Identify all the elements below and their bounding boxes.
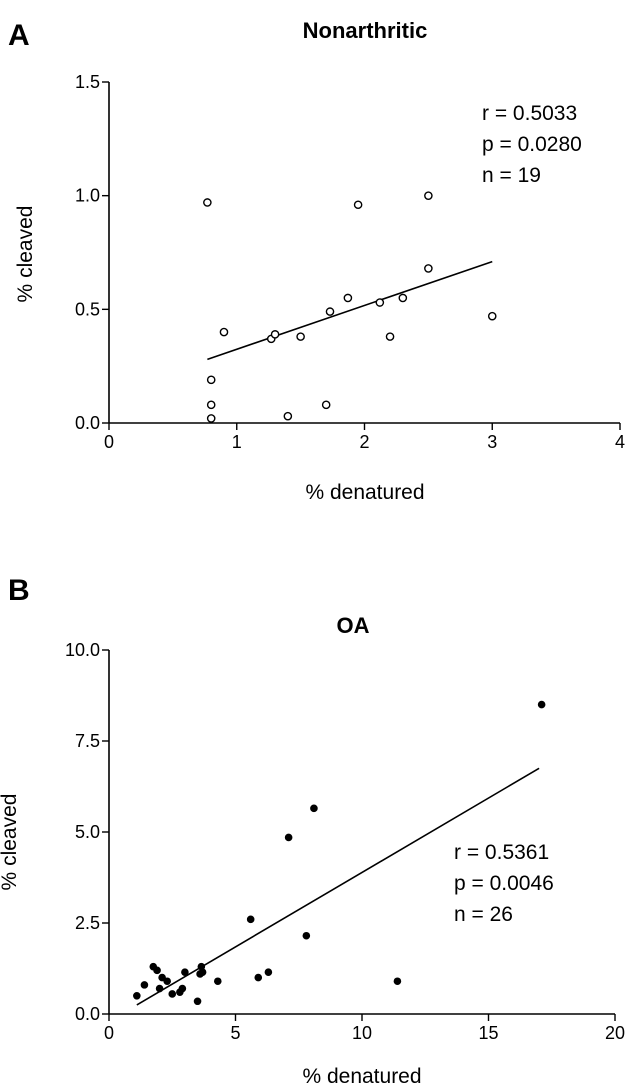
y-tick-label: 1.0	[75, 186, 100, 206]
x-tick-label: 2	[359, 432, 369, 452]
data-point	[270, 330, 280, 339]
x-tick-label: 3	[487, 432, 497, 452]
x-tick-label: 4	[615, 432, 625, 452]
data-point	[193, 997, 202, 1006]
y-tick-label: 7.5	[75, 731, 100, 751]
data-point	[163, 977, 171, 986]
data-point	[302, 931, 311, 940]
x-tick-label: 15	[478, 1023, 498, 1043]
data-point	[158, 973, 166, 982]
data-point	[168, 990, 177, 998]
panel-b-plot: 0 5 10 15 20 0.0 2.5 5.0 7.5 10.0	[65, 640, 625, 1043]
data-point	[206, 375, 216, 385]
panel-b-ylabel: % cleaved	[0, 794, 21, 891]
y-tick-label: 0.5	[75, 299, 100, 319]
data-point	[375, 298, 385, 307]
data-point	[140, 981, 149, 989]
data-point	[181, 968, 189, 976]
y-tick-label: 0.0	[75, 413, 100, 433]
panel-a-xlabel: % denatured	[305, 481, 424, 504]
data-point	[206, 414, 216, 423]
y-tick-label: 10.0	[65, 640, 100, 660]
data-point	[393, 977, 402, 986]
data-point	[310, 804, 318, 813]
data-point	[198, 968, 207, 976]
data-point	[284, 833, 293, 842]
data-point	[487, 311, 497, 321]
panel-b-xlabel: % denatured	[302, 1065, 421, 1088]
data-point	[203, 198, 212, 207]
panel-a-stat-r: r = 0.5033	[482, 102, 577, 125]
data-point	[424, 264, 433, 273]
panel-a-plot: 0 1 2 3 4 0.0 0.5 1.0 1.5	[75, 72, 625, 452]
data-point	[178, 984, 187, 993]
data-point	[424, 191, 433, 200]
x-tick-label: 10	[352, 1023, 372, 1043]
panel-b-stat-p: p = 0.0046	[454, 872, 554, 895]
panel-b-letter: B	[8, 574, 30, 607]
panel-b-stat-n: n = 26	[454, 903, 513, 926]
data-point	[321, 400, 331, 410]
x-tick-label: 5	[230, 1023, 240, 1043]
data-point	[246, 915, 255, 924]
data-point	[206, 400, 216, 410]
data-point	[155, 984, 164, 993]
data-point	[537, 700, 546, 709]
panel-a-ylabel: % cleaved	[14, 206, 37, 303]
data-point	[283, 411, 293, 421]
data-point	[398, 293, 408, 303]
data-point	[385, 332, 395, 341]
data-point	[325, 307, 335, 316]
regression-line	[207, 260, 493, 361]
data-point	[219, 327, 229, 337]
x-tick-label: 0	[104, 432, 114, 452]
x-tick-label: 1	[232, 432, 242, 452]
panel-a-title: Nonarthritic	[303, 18, 428, 43]
panel-b-stat-r: r = 0.5361	[454, 841, 549, 864]
panel-a-stat-n: n = 19	[482, 164, 541, 187]
data-point	[264, 968, 273, 976]
y-tick-label: 2.5	[75, 913, 100, 933]
data-point	[133, 992, 141, 1000]
y-tick-label: 0.0	[75, 1004, 100, 1024]
panel-b-title: OA	[337, 613, 370, 638]
data-point	[353, 200, 363, 210]
data-point	[254, 973, 263, 982]
x-tick-label: 20	[605, 1023, 625, 1043]
panel-a-stat-p: p = 0.0280	[482, 133, 582, 156]
data-point	[153, 966, 161, 975]
data-point	[213, 977, 222, 986]
y-tick-label: 1.5	[75, 72, 100, 92]
data-point	[343, 293, 353, 303]
data-point	[296, 332, 305, 341]
y-tick-label: 5.0	[75, 822, 100, 842]
x-tick-label: 0	[104, 1023, 114, 1043]
panel-a-letter: A	[8, 19, 30, 52]
